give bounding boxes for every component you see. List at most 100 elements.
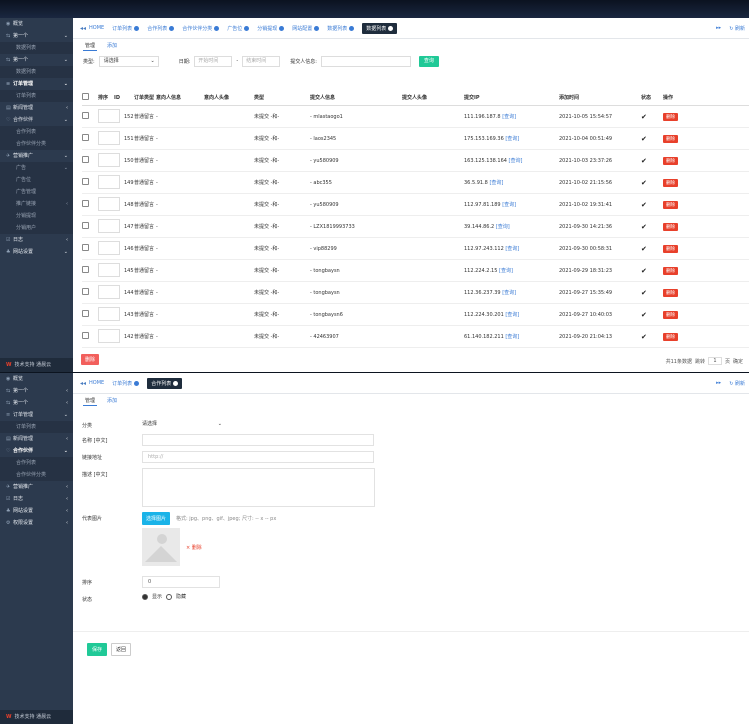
sidebar-item[interactable]: ☑ 日志 ‹ [0,234,73,246]
sidebar-item[interactable]: ⇆ 第一个 ‹ [0,385,73,397]
close-icon[interactable] [173,380,179,386]
status-check-icon[interactable]: ✔ [641,222,647,231]
close-icon[interactable] [134,380,140,386]
sidebar-item[interactable]: 广告 ⌄ [0,162,73,174]
row-checkbox[interactable] [82,222,98,231]
sidebar-item[interactable]: 广告管理 [0,186,73,198]
status-hide-radio[interactable] [166,593,173,600]
back-button[interactable]: 返回 [111,643,132,656]
sort-order-input[interactable] [98,240,124,257]
status-check-icon[interactable]: ✔ [641,244,647,253]
sidebar-item[interactable]: ☑ 日志 ‹ [0,493,73,505]
sidebar-item[interactable]: ⇆ 第一个 ⌄ [0,54,73,66]
search-button[interactable]: 查询 [418,55,439,67]
ip-query-link[interactable]: [查询] [502,114,517,120]
sidebar-item[interactable]: 订单列表 [0,90,73,102]
ip-query-link[interactable]: [查询] [502,202,517,208]
tab-6[interactable]: 网站配置 [292,25,320,32]
status-check-icon[interactable]: ✔ [641,332,647,341]
upload-image-button[interactable]: 选择图片 [142,512,171,525]
sidebar-item[interactable]: 合作列表 [0,457,73,469]
tab-1[interactable]: 订单列表 [112,25,140,32]
sidebar-item[interactable]: 推广链接 ‹ [0,198,73,210]
sidebar-item[interactable]: 数据列表 [0,66,73,78]
ip-query-link[interactable]: [查询] [505,312,520,318]
sidebar-item[interactable]: 数据列表 [0,42,73,54]
close-icon[interactable] [214,25,220,31]
page-input[interactable]: 1 [707,357,722,365]
tab-add[interactable]: 添加 [107,43,118,49]
status-check-icon[interactable]: ✔ [641,156,647,165]
sidebar-item[interactable]: ▤ 新闻管理 ‹ [0,433,73,445]
delete-button[interactable]: 删除 [663,288,678,297]
sidebar-item[interactable]: 合作伙伴分类 [0,469,73,481]
remove-image-button[interactable]: × 删除 [186,544,202,551]
status-check-icon[interactable]: ✔ [641,266,647,275]
type-select[interactable]: 请选择 ⌄ [98,55,159,67]
tab-5[interactable]: 分销提现 [257,25,285,32]
sidebar-item[interactable]: ≡ 订单管理 ⌄ [0,78,73,90]
delete-button[interactable]: 删除 [663,156,678,165]
sidebar-item[interactable]: ♡ 合作伙伴 ⌄ [0,114,73,126]
delete-button[interactable]: 删除 [663,332,678,341]
ip-query-link[interactable]: [查询] [505,136,520,142]
ip-query-link[interactable]: [查询] [508,158,523,164]
status-check-icon[interactable]: ✔ [641,178,647,187]
status-check-icon[interactable]: ✔ [641,310,647,319]
sidebar-item[interactable]: ✈ 营销推广 ⌄ [0,150,73,162]
row-checkbox[interactable] [82,156,98,165]
delete-button[interactable]: 删除 [663,200,678,209]
status-show-radio[interactable] [142,593,148,600]
sidebar-item[interactable]: 合作列表 [0,126,73,138]
sidebar-item[interactable]: 广告位 [0,174,73,186]
sort-order-input[interactable] [98,262,124,279]
sidebar-item[interactable]: ≡ 订单管理 ⌄ [0,409,73,421]
refresh-button[interactable]: ↻ 刷新 [729,380,745,387]
sidebar-item[interactable]: ♣ 网站设置 ‹ [0,505,73,517]
delete-button[interactable]: 删除 [663,244,678,253]
tab-scroll-right-icon[interactable]: ▸▸ [716,24,722,31]
status-check-icon[interactable]: ✔ [641,288,647,297]
tab-2[interactable]: 合作列表 [147,377,183,389]
sidebar-item[interactable]: ♡ 合作伙伴 ⌄ [0,445,73,457]
sidebar-item[interactable]: 合作伙伴分类 [0,138,73,150]
delete-button[interactable]: 删除 [663,266,678,275]
order-input[interactable]: 0 [142,576,220,588]
row-checkbox[interactable] [82,332,98,341]
url-input[interactable]: http:// [142,451,374,463]
delete-button[interactable]: 删除 [663,310,678,319]
end-date-input[interactable]: 结束时间 [242,55,281,67]
name-input[interactable] [142,434,374,446]
row-checkbox[interactable] [82,244,98,253]
status-check-icon[interactable]: ✔ [641,200,647,209]
sidebar-item[interactable]: ⇆ 第一个 ⌄ [0,30,73,42]
tab-7[interactable]: 数据列表 [327,25,355,32]
sidebar-item[interactable]: 分销用户 [0,222,73,234]
row-checkbox[interactable] [82,310,98,319]
tab-scroll-left-icon[interactable]: ◂◂ [79,379,87,387]
sort-order-input[interactable] [98,174,124,191]
ip-query-link[interactable]: [查询] [505,334,520,340]
close-icon[interactable] [169,25,175,31]
start-date-input[interactable]: 开始时间 [194,55,233,67]
select-all-checkbox[interactable] [82,93,98,102]
tab-manage[interactable]: 管理 [83,42,98,51]
go-button[interactable]: 确定 [732,358,743,365]
sort-order-input[interactable] [98,130,124,147]
tab-0[interactable]: HOME [89,380,104,386]
sidebar-item[interactable]: 分销提现 [0,210,73,222]
refresh-button[interactable]: ↻ 刷新 [729,25,745,32]
sort-order-input[interactable] [98,152,124,169]
tab-4[interactable]: 广告位 [227,25,250,32]
close-icon[interactable] [349,25,355,31]
user-search-input[interactable] [320,55,411,67]
description-textarea[interactable] [142,468,375,507]
close-icon[interactable] [314,25,320,31]
row-checkbox[interactable] [82,266,98,275]
sidebar-item[interactable]: 订单列表 [0,421,73,433]
row-checkbox[interactable] [82,178,98,187]
tab-3[interactable]: 合作伙伴分类 [182,25,220,32]
ip-query-link[interactable]: [查询] [495,224,510,230]
bulk-delete-button[interactable]: 删除 [81,354,100,365]
tab-manage[interactable]: 管理 [83,397,98,406]
